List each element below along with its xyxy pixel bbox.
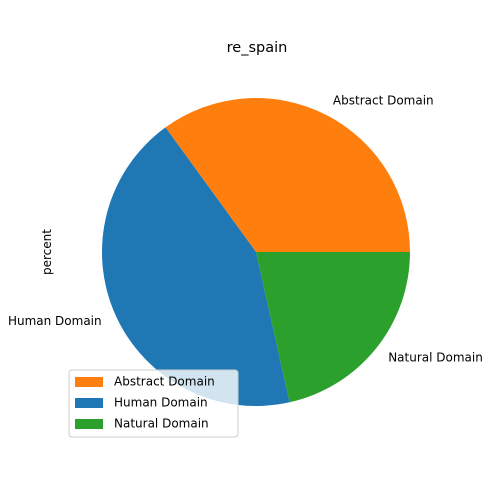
pie-slice-labels: Abstract Domain Human Domain Natural Domai… bbox=[8, 94, 483, 365]
pie-slices bbox=[101, 97, 410, 406]
legend-label-abstract-domain: Abstract Domain bbox=[114, 375, 215, 389]
slice-label-abstract-domain: Abstract Domain bbox=[333, 94, 434, 108]
slice-label-human-domain: Human Domain bbox=[8, 314, 102, 328]
legend: Abstract Domain Human Domain Natural Domai… bbox=[68, 369, 239, 438]
legend-items: Abstract Domain Human Domain Natural Domai… bbox=[75, 375, 215, 431]
legend-swatch-human-domain bbox=[75, 398, 103, 408]
legend-swatch-abstract-domain bbox=[75, 377, 103, 387]
legend-label-human-domain: Human Domain bbox=[114, 396, 208, 410]
legend-swatch-natural-domain bbox=[75, 419, 103, 429]
pie-slice-natural-domain bbox=[256, 252, 410, 403]
pie-slice-human-domain bbox=[101, 127, 290, 406]
slice-label-natural-domain: Natural Domain bbox=[388, 350, 483, 364]
legend-label-natural-domain: Natural Domain bbox=[114, 417, 209, 431]
legend-frame bbox=[68, 369, 239, 438]
y-axis-label: percent bbox=[40, 229, 54, 275]
chart-title: re_spain bbox=[227, 40, 288, 56]
pie-slice-abstract-domain bbox=[165, 97, 410, 252]
